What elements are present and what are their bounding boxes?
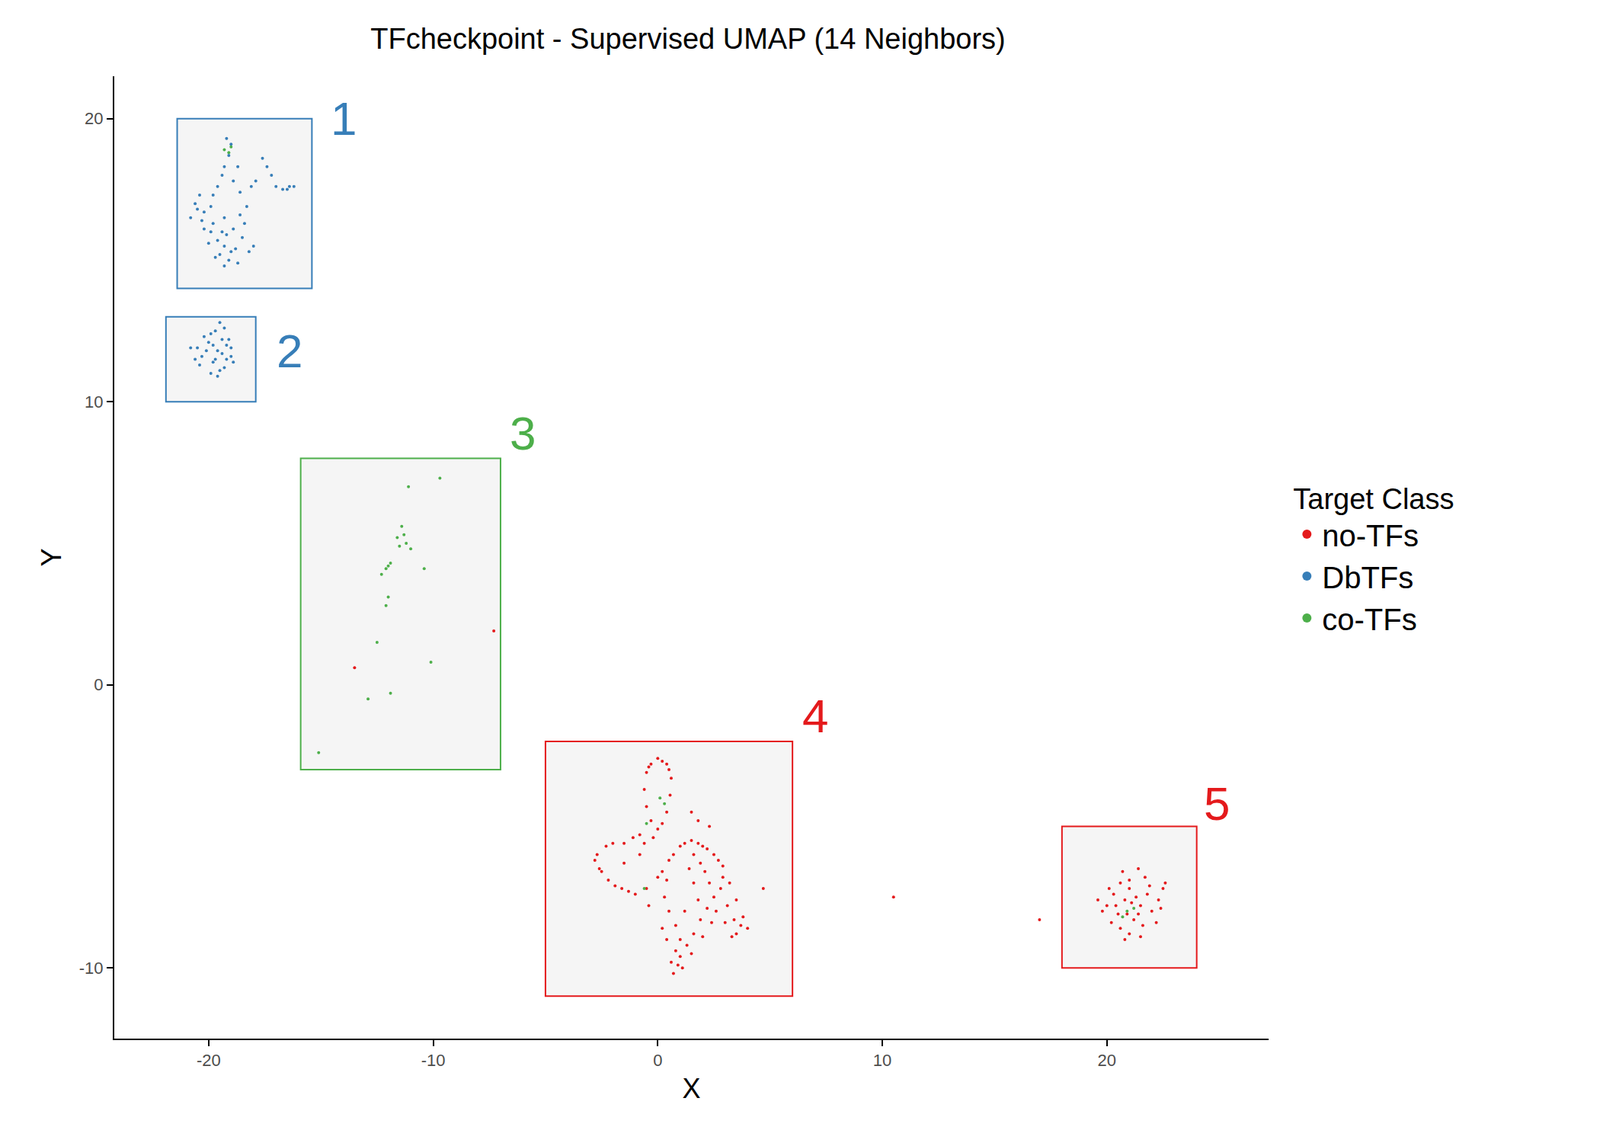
svg-text:4: 4 <box>802 689 829 743</box>
svg-text:1: 1 <box>330 92 357 145</box>
svg-text:20: 20 <box>84 108 103 128</box>
svg-text:Y: Y <box>35 547 68 567</box>
svg-text:TFcheckpoint - Supervised UMAP: TFcheckpoint - Supervised UMAP (14 Neigh… <box>370 22 1006 55</box>
svg-text:0: 0 <box>93 675 103 695</box>
svg-text:3: 3 <box>509 406 536 460</box>
svg-text:-20: -20 <box>196 1050 221 1070</box>
svg-text:no-TFs: no-TFs <box>1321 518 1419 553</box>
svg-text:10: 10 <box>84 392 103 412</box>
svg-text:-10: -10 <box>79 958 104 978</box>
svg-text:2: 2 <box>276 324 303 378</box>
svg-text:Target Class: Target Class <box>1292 483 1454 516</box>
svg-text:X: X <box>681 1072 701 1104</box>
svg-text:0: 0 <box>652 1050 663 1070</box>
svg-text:10: 10 <box>873 1050 892 1070</box>
svg-text:20: 20 <box>1097 1050 1117 1070</box>
svg-text:co-TFs: co-TFs <box>1321 602 1417 637</box>
svg-text:5: 5 <box>1203 777 1230 830</box>
svg-text:DbTFs: DbTFs <box>1321 560 1414 595</box>
svg-text:-10: -10 <box>421 1050 446 1070</box>
